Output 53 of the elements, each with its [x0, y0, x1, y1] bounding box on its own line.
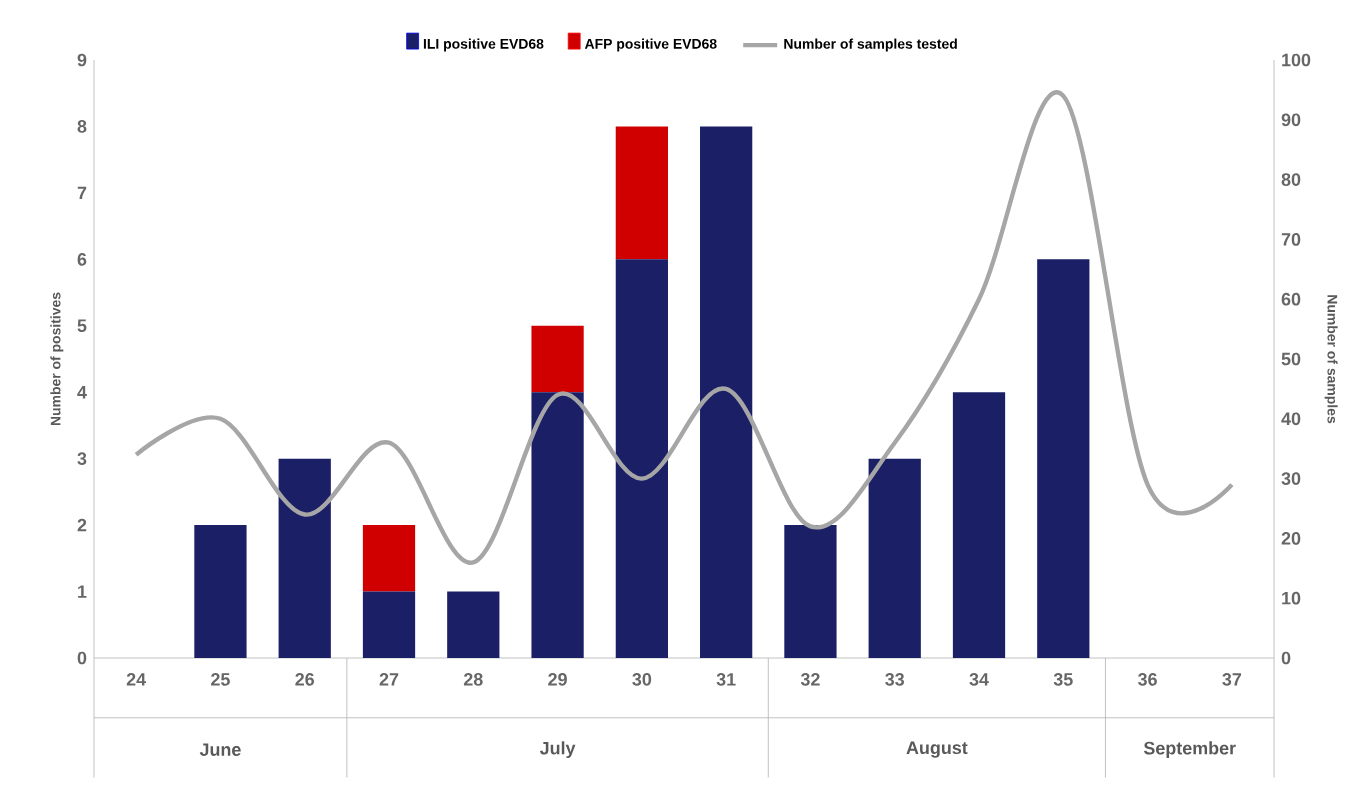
x-tick-label: 28 — [463, 673, 483, 686]
bar — [700, 126, 753, 658]
bar — [531, 325, 584, 393]
y-tick-label: 4 — [77, 386, 87, 399]
y2-tick-label: 40 — [1281, 412, 1301, 426]
y-tick-label: 0 — [77, 651, 87, 665]
x-tick-label: 34 — [969, 673, 989, 686]
y2-tick-label: 20 — [1281, 532, 1301, 545]
y-tick-label: 2 — [77, 518, 87, 532]
text: August — [906, 741, 968, 758]
y2-tick-label: 100 — [1282, 53, 1311, 67]
y2-tick-label: 80 — [1281, 173, 1301, 186]
x-tick-label: 30 — [632, 673, 652, 686]
x-tick-label: 35 — [1053, 673, 1073, 686]
y-tick-label: 9 — [77, 53, 87, 67]
y2-tick-label: 90 — [1281, 113, 1301, 127]
x-tick-label: 27 — [379, 673, 399, 686]
x-tick-label: 37 — [1222, 673, 1242, 686]
x-tick-label: 26 — [295, 673, 315, 686]
y-tick-label: 6 — [77, 252, 87, 266]
bar — [531, 392, 584, 658]
bar — [278, 458, 331, 658]
y2-tick-label: 0 — [1281, 651, 1291, 665]
y2-tick-label: 60 — [1281, 292, 1301, 306]
y-tick-label: 7 — [77, 186, 87, 200]
bar — [952, 392, 1006, 658]
bar — [362, 525, 416, 592]
x-tick-label: 24 — [126, 673, 147, 686]
text: June — [199, 743, 241, 756]
y-tick-label: 1 — [78, 585, 87, 598]
x-tick-label: 29 — [548, 673, 567, 686]
text: September — [1143, 741, 1236, 759]
y-tick-label: 3 — [77, 452, 87, 466]
bar — [362, 591, 416, 658]
bar — [615, 259, 668, 658]
bar — [447, 591, 500, 658]
bar — [784, 525, 837, 658]
y-tick-label: 5 — [77, 319, 87, 333]
y2-tick-label: 10 — [1282, 591, 1301, 605]
bar — [868, 458, 921, 658]
y2-tick-label: 50 — [1281, 352, 1301, 366]
text: July — [539, 741, 576, 759]
bar — [194, 525, 247, 658]
x-tick-label: 36 — [1138, 673, 1157, 686]
x-tick-label: 33 — [885, 673, 905, 686]
x-tick-label: 32 — [800, 673, 820, 686]
bar — [615, 126, 668, 260]
y-tick-label: 8 — [77, 120, 87, 133]
x-tick-label: 31 — [716, 673, 736, 686]
bar — [1037, 259, 1090, 658]
y2-tick-label: 70 — [1281, 233, 1301, 246]
x-tick-label: 25 — [211, 673, 230, 686]
y2-tick-label: 30 — [1281, 472, 1301, 485]
